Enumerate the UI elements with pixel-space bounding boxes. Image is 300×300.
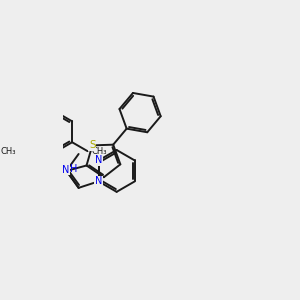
Text: S: S [89, 140, 96, 150]
Text: CH₃: CH₃ [92, 147, 107, 156]
Text: H: H [70, 164, 78, 174]
Text: N: N [95, 155, 102, 166]
Text: N: N [62, 165, 69, 175]
Text: CH₃: CH₃ [1, 147, 16, 156]
Text: N: N [95, 176, 102, 186]
